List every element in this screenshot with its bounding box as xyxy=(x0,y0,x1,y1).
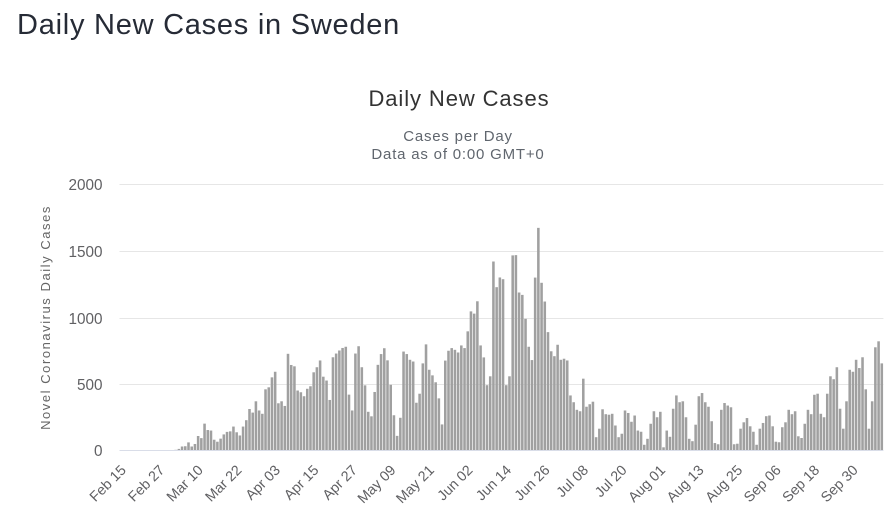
svg-text:Apr 15: Apr 15 xyxy=(281,462,322,503)
svg-text:Aug 13: Aug 13 xyxy=(664,462,707,505)
svg-text:Mar 10: Mar 10 xyxy=(164,462,207,505)
svg-text:1500: 1500 xyxy=(68,244,102,261)
svg-text:May 21: May 21 xyxy=(393,462,438,506)
svg-text:Jun 26: Jun 26 xyxy=(512,462,554,504)
svg-text:1000: 1000 xyxy=(68,311,102,328)
svg-text:2000: 2000 xyxy=(68,177,102,194)
svg-text:Apr 03: Apr 03 xyxy=(243,462,284,503)
svg-text:Jun 14: Jun 14 xyxy=(473,462,515,504)
svg-text:Feb 27: Feb 27 xyxy=(125,462,168,505)
svg-text:Apr 27: Apr 27 xyxy=(320,462,361,503)
svg-text:Aug 01: Aug 01 xyxy=(626,462,669,505)
svg-text:500: 500 xyxy=(77,377,103,394)
svg-text:Jul 08: Jul 08 xyxy=(554,462,592,500)
svg-text:Feb 15: Feb 15 xyxy=(87,462,130,505)
svg-text:0: 0 xyxy=(94,443,103,460)
svg-text:Sep 30: Sep 30 xyxy=(818,462,861,505)
svg-text:Jun 02: Jun 02 xyxy=(435,462,477,504)
svg-text:Sep 18: Sep 18 xyxy=(780,462,823,505)
svg-text:Sep 06: Sep 06 xyxy=(741,462,784,505)
svg-text:Aug 25: Aug 25 xyxy=(703,462,746,505)
svg-text:May 09: May 09 xyxy=(355,462,400,506)
svg-text:Mar 22: Mar 22 xyxy=(203,462,246,505)
svg-text:Novel Coronavirus Daily Cases: Novel Coronavirus Daily Cases xyxy=(38,205,53,430)
